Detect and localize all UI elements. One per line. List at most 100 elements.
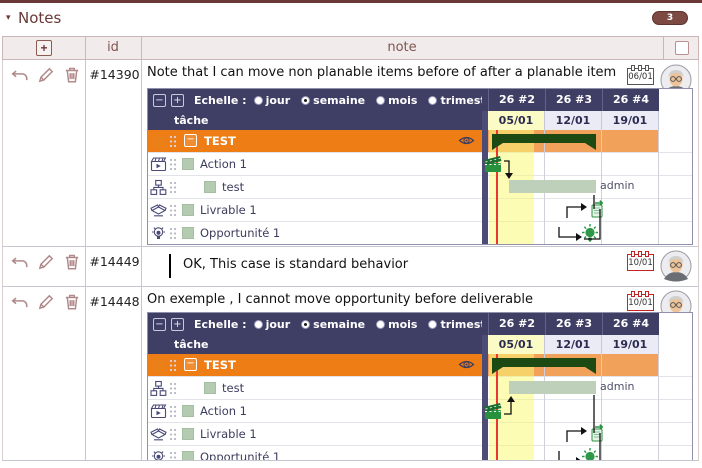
action-icon (150, 404, 167, 419)
note-date-badge: 10/01 (627, 291, 654, 311)
edit-icon[interactable] (37, 293, 55, 311)
week-header: 26 #2 (488, 313, 545, 335)
action-icon (150, 157, 167, 172)
task-column-header: tâche (148, 335, 482, 354)
week-date: 12/01 (545, 335, 602, 354)
action-chart-icon (484, 156, 502, 172)
task-label: Opportunité 1 (200, 450, 281, 461)
task-icon (150, 380, 167, 396)
radio-jour: jour (253, 318, 290, 331)
note-text: Note that I can move non planable items … (147, 65, 617, 80)
edit-icon[interactable] (37, 66, 55, 84)
panel-title: Notes (18, 9, 62, 27)
edit-icon[interactable] (37, 253, 55, 271)
zoom-in-button: + (171, 317, 184, 331)
status-square (182, 405, 194, 417)
task-column-header: tâche (148, 111, 482, 130)
today-line (496, 130, 498, 244)
note-date-badge: 10/01 (627, 251, 654, 271)
week-header: 26 #3 (545, 313, 602, 335)
status-square (182, 451, 194, 460)
action-chart-icon (484, 403, 502, 419)
drag-handle-icon (169, 451, 177, 459)
zoom-out-button: − (153, 93, 166, 107)
task-label: test (222, 180, 245, 194)
week-header: 26 #3 (545, 89, 602, 111)
drag-handle-icon (169, 405, 177, 418)
assignee-label: admin (600, 380, 635, 393)
drag-handle-icon (169, 204, 177, 217)
scale-label: Echelle : (194, 93, 247, 107)
radio-mois: mois (376, 318, 417, 331)
drag-handle-icon (169, 158, 177, 171)
zoom-in-button: + (171, 93, 184, 107)
radio-trimestre: trimestre (428, 94, 482, 107)
note-date-badge: 06/01 (627, 65, 654, 85)
task-bar (509, 381, 596, 394)
task-icon (150, 179, 167, 195)
radio-trimestre: trimestre (428, 318, 482, 331)
week-header: 26 #2 (488, 89, 545, 111)
note-id: #14390 (89, 67, 140, 82)
deliverable-icon (150, 428, 167, 441)
gantt-screenshot: − + Echelle : jour semaine mois trimestr… (147, 312, 693, 461)
note-column-header: note (387, 40, 417, 55)
week-date: 19/01 (602, 111, 659, 130)
note-text: OK, This case is standard behavior (183, 257, 409, 272)
task-label: Action 1 (200, 404, 247, 418)
drag-handle-icon (169, 428, 177, 441)
delete-icon[interactable] (63, 293, 81, 311)
undo-icon[interactable] (11, 66, 29, 84)
dependency-arrows (504, 395, 601, 460)
week-date: 05/01 (488, 335, 545, 354)
drag-handle-icon (169, 382, 177, 395)
week-header: 26 #4 (602, 313, 659, 335)
week-date: 12/01 (545, 111, 602, 130)
collapse-caret-icon[interactable]: ▾ (6, 13, 11, 23)
drag-handle-icon (169, 227, 177, 240)
select-all-checkbox[interactable] (675, 41, 689, 55)
week-header: 26 #4 (602, 89, 659, 111)
panel-accent-bar (0, 0, 702, 3)
gantt-screenshot: − + Echelle : jour semaine mois trimestr… (147, 88, 693, 245)
delete-icon[interactable] (63, 66, 81, 84)
status-square (182, 227, 194, 239)
deliverable-icon (150, 204, 167, 217)
note-row: #14448 On exemple , I cannot move opport… (2, 287, 699, 461)
undo-icon[interactable] (11, 253, 29, 271)
week-date: 05/01 (488, 111, 545, 130)
project-label: TEST (204, 358, 236, 372)
status-square (182, 158, 194, 170)
undo-icon[interactable] (11, 293, 29, 311)
gantt-scale-controls: − + Echelle : jour semaine mois trimestr… (148, 89, 482, 111)
collapse-project-button: − (184, 134, 197, 147)
status-square (204, 382, 216, 394)
add-note-button[interactable]: + (36, 40, 52, 56)
task-bar (509, 180, 596, 193)
project-label: TEST (204, 134, 236, 148)
eye-icon (458, 136, 475, 145)
scale-label: Echelle : (194, 317, 247, 331)
delete-icon[interactable] (63, 253, 81, 271)
opportunity-chart-icon (582, 448, 598, 460)
note-id: #14448 (89, 294, 140, 309)
radio-mois: mois (376, 94, 417, 107)
opportunity-icon (152, 451, 165, 460)
radio-semaine: semaine (301, 318, 365, 331)
notes-count-badge: 3 (652, 11, 688, 25)
drag-handle-icon (169, 359, 177, 372)
assignee-label: admin (600, 179, 635, 192)
note-row: #14390 Note that I can move non planable… (2, 60, 699, 247)
task-label: test (222, 381, 245, 395)
opportunity-chart-icon (582, 224, 598, 242)
collapse-project-button: − (184, 358, 197, 371)
project-gear-icon (151, 134, 166, 149)
gantt-scale-controls: − + Echelle : jour semaine mois trimestr… (148, 313, 482, 335)
note-id: #14449 (89, 254, 140, 269)
task-label: Livrable 1 (200, 427, 257, 441)
task-label: Action 1 (200, 157, 247, 171)
project-start-line (482, 111, 488, 244)
opportunity-icon (152, 227, 165, 239)
table-header: + id note (2, 36, 699, 60)
